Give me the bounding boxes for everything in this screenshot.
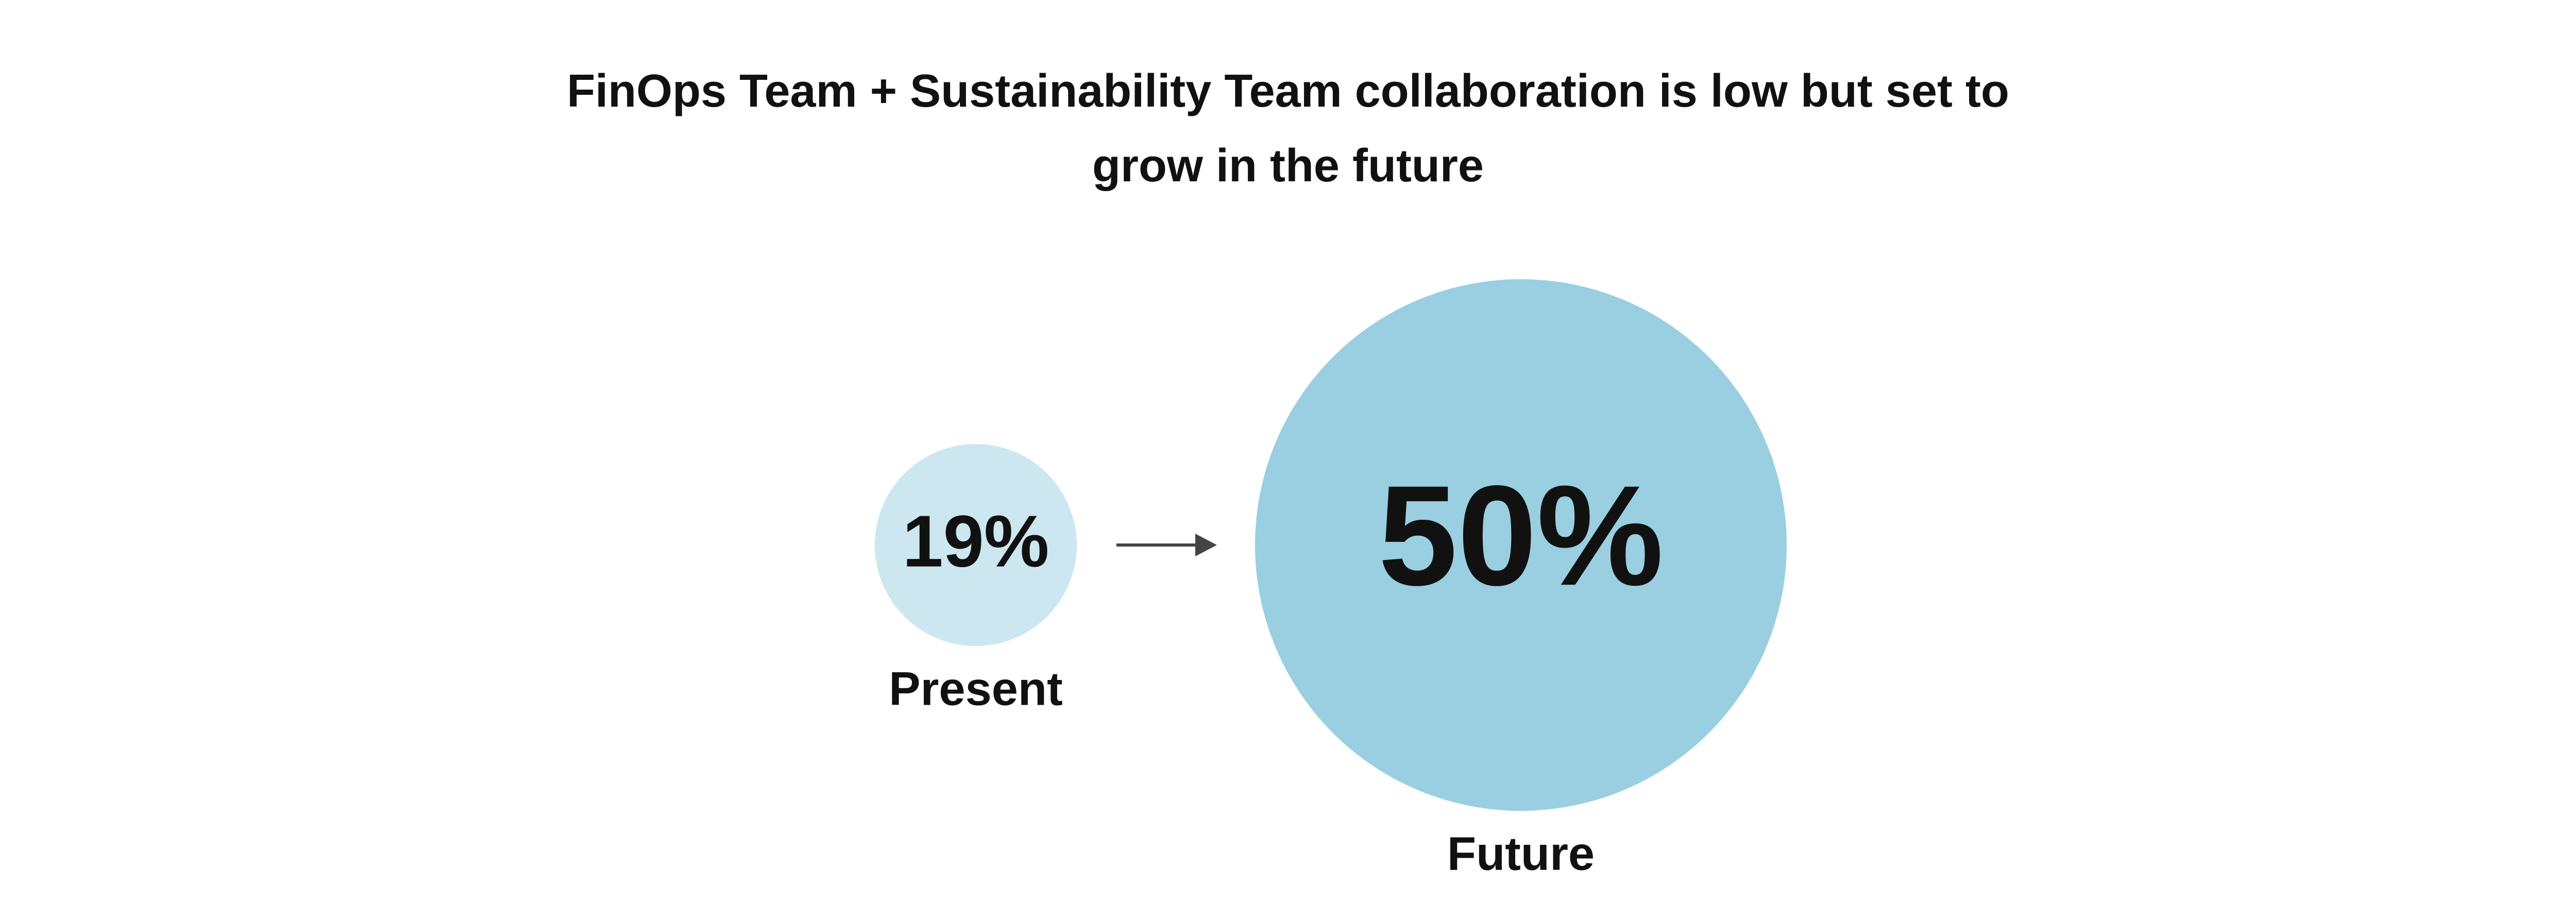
value-label: 19% [903,501,1049,583]
arrow [1116,534,1217,556]
value-label: 50% [1378,455,1664,615]
category-label: Future [1447,827,1595,880]
category-label: Present [889,662,1063,715]
bubble [874,444,1077,646]
chart-title: FinOps Team + Sustainability Team collab… [567,65,2009,192]
bubble [1255,279,1787,811]
